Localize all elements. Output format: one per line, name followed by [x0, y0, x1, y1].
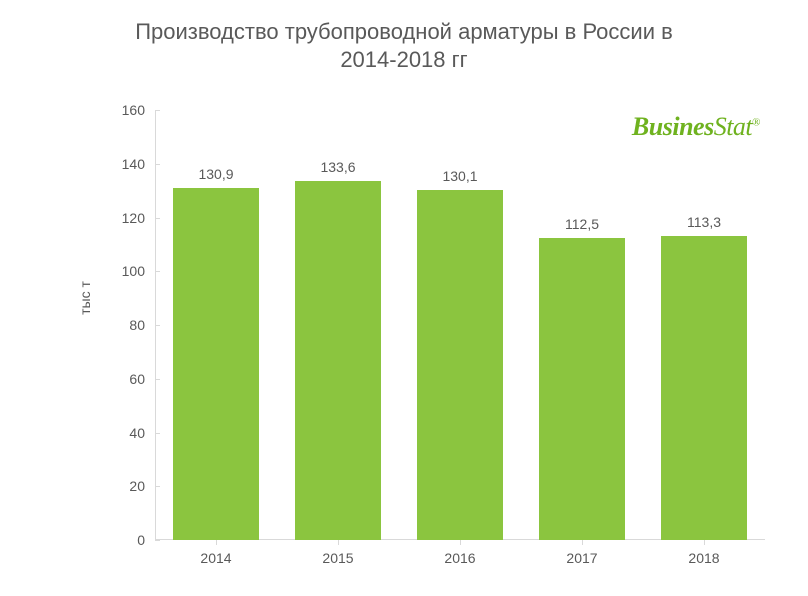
bar-slot: 130,12016: [417, 110, 503, 540]
y-tick: 160: [122, 102, 155, 118]
x-tick-mark: [338, 540, 339, 545]
y-tick: 20: [129, 478, 155, 494]
x-category-label: 2018: [688, 550, 719, 566]
bar: [417, 190, 503, 540]
bar-value-label: 113,3: [687, 214, 721, 230]
bar-slot: 133,62015: [295, 110, 381, 540]
bar-slot: 113,32018: [661, 110, 747, 540]
plot-area: 020406080100120140160130,92014133,620151…: [155, 110, 765, 540]
y-axis-label: тыс т: [77, 281, 93, 315]
title-line-1: Производство трубопроводной арматуры в Р…: [135, 19, 673, 44]
y-tick: 60: [129, 371, 155, 387]
y-tick: 140: [122, 156, 155, 172]
bar-value-label: 130,1: [442, 168, 477, 184]
y-tick: 40: [129, 425, 155, 441]
bar-value-label: 112,5: [565, 216, 599, 232]
y-tick: 100: [122, 263, 155, 279]
bar-slot: 112,52017: [539, 110, 625, 540]
x-category-label: 2016: [444, 550, 475, 566]
x-category-label: 2015: [322, 550, 353, 566]
title-line-2: 2014-2018 гг: [340, 47, 467, 72]
bar-slot: 130,92014: [173, 110, 259, 540]
bar: [539, 238, 625, 540]
x-tick-mark: [704, 540, 705, 545]
bar: [661, 236, 747, 540]
y-tick: 120: [122, 210, 155, 226]
bar-value-label: 133,6: [320, 159, 355, 175]
chart-container: Производство трубопроводной арматуры в Р…: [0, 0, 808, 596]
bar-value-label: 130,9: [198, 166, 233, 182]
bar: [295, 181, 381, 540]
bar: [173, 188, 259, 540]
y-tick: 80: [129, 317, 155, 333]
x-tick-mark: [460, 540, 461, 545]
x-category-label: 2017: [566, 550, 597, 566]
chart-title: Производство трубопроводной арматуры в Р…: [0, 18, 808, 73]
x-tick-mark: [216, 540, 217, 545]
x-category-label: 2014: [200, 550, 231, 566]
x-tick-mark: [582, 540, 583, 545]
y-tick: 0: [137, 532, 155, 548]
